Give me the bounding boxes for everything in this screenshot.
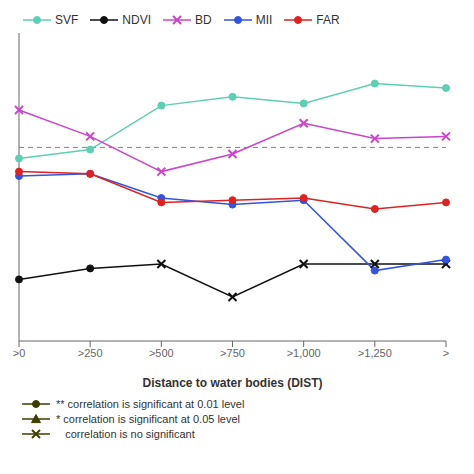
html-text:SVF: SVF [55,13,79,27]
html-text:MII: MII [255,13,273,27]
svg-text:>0: >0 [13,347,26,359]
svg-text:>750: >750 [220,347,245,359]
html-text:FAR: FAR [316,13,340,27]
html-text:correlation is no significant: correlation is no significant [56,428,195,440]
html-text:* correlation is significant a: * correlation is significant at 0.05 lev… [56,413,240,425]
html-text:NDVI: NDVI [122,13,151,27]
svg-text:>1,250: >1,250 [358,347,392,359]
html-text:BD: BD [195,13,212,27]
svg-text:>250: >250 [78,347,103,359]
html-text:** correlation is significant: ** correlation is significant at 0.01 le… [56,398,245,410]
svg-text:>: > [443,347,449,359]
svg-text:>500: >500 [149,347,174,359]
svg-text:Distance to water bodies (DIST: Distance to water bodies (DIST) [142,376,322,390]
svg-text:>1,000: >1,000 [287,347,321,359]
